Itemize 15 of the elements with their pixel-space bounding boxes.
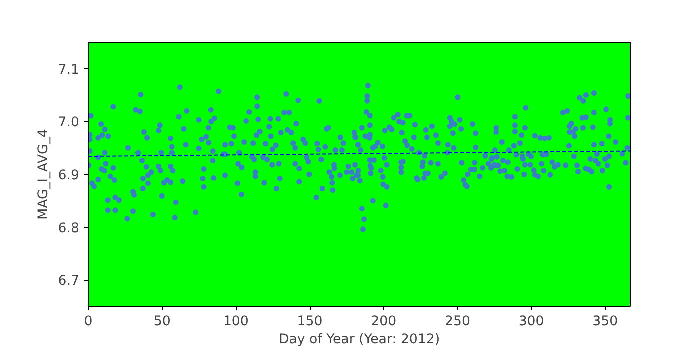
x-tick-label: 350 [592,314,618,330]
x-axis-title: Day of Year (Year: 2012) [278,332,440,348]
x-tick-label: 0 [84,314,93,330]
y-tick-label: 6.9 [58,168,80,184]
y-tick-label: 6.7 [58,274,80,290]
x-tick-label: 200 [371,314,397,330]
x-tick-label: 300 [518,314,544,330]
x-tick-label: 250 [444,314,470,330]
y-tick-label: 6.8 [58,221,80,236]
x-tick-label: 100 [223,314,249,330]
y-tick-label: 7.1 [58,62,80,78]
x-tick-label: 50 [154,314,171,330]
x-tick-label: 150 [297,314,323,330]
y-tick-label: 7.0 [58,116,80,131]
y-axis-title: MAG_I_AVG_4 [36,129,52,220]
